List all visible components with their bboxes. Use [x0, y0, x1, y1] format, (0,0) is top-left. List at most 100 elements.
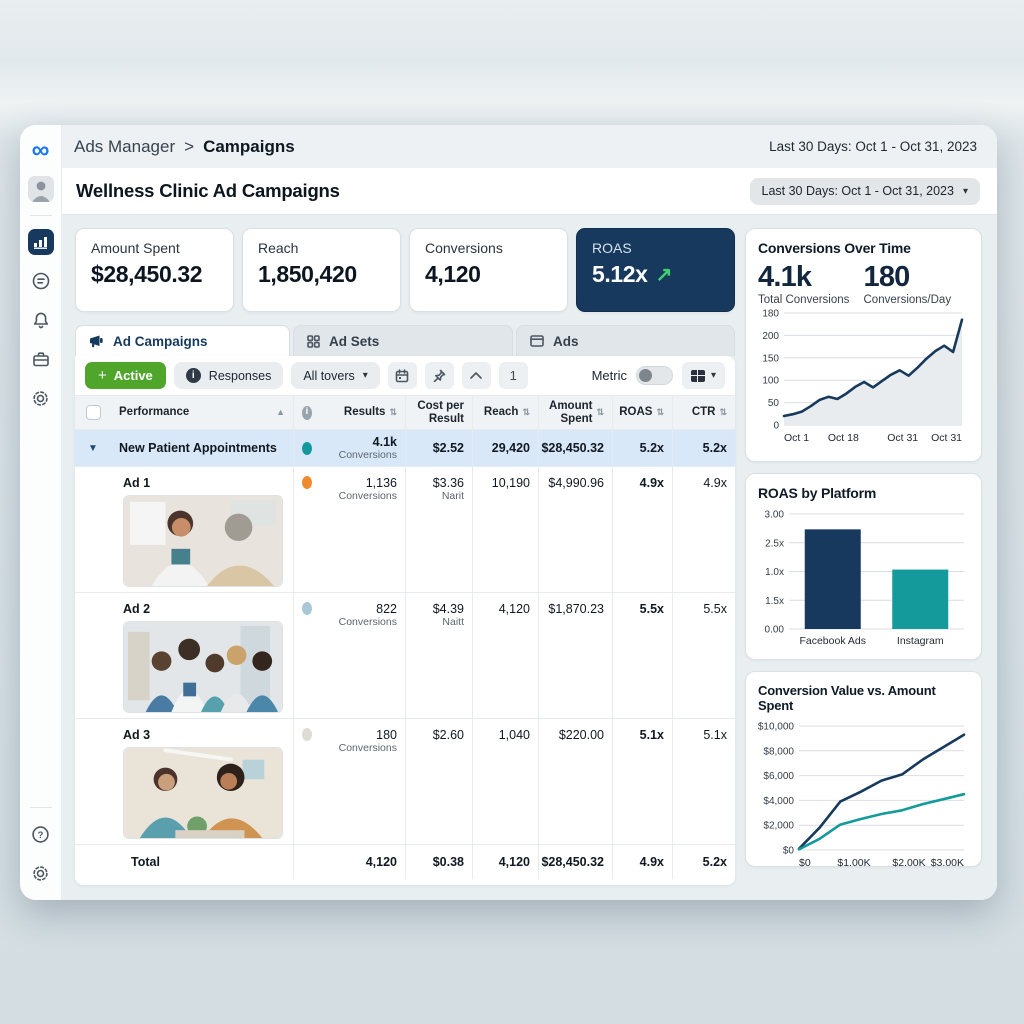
kpi-conversions[interactable]: Conversions 4,120 — [409, 228, 568, 312]
total-ctr: 5.2x — [672, 845, 735, 879]
svg-text:50: 50 — [768, 399, 780, 410]
select-all-checkbox[interactable] — [85, 405, 101, 420]
filter-one-button[interactable]: 1 — [498, 362, 528, 389]
content-area: Amount Spent $28,450.32 Reach 1,850,420 … — [62, 215, 997, 900]
kpi-row: Amount Spent $28,450.32 Reach 1,850,420 … — [75, 228, 735, 312]
sort-icon: ⇅ — [656, 406, 664, 417]
kpi-label: ROAS — [592, 240, 632, 256]
sidebar-item-settings[interactable] — [28, 385, 54, 411]
column-performance[interactable]: Performance ▲ — [111, 396, 293, 429]
page-title: Wellness Clinic Ad Campaigns — [76, 180, 340, 201]
ad-results-sub: Conversions — [338, 616, 397, 629]
svg-text:$4,000: $4,000 — [763, 796, 794, 807]
ad-row[interactable]: Ad 2 — [75, 593, 735, 719]
campaign-name[interactable]: New Patient Appointments — [119, 441, 277, 455]
column-cost-per-result[interactable]: Cost per Result — [405, 396, 472, 429]
sidebar-item-preferences[interactable] — [28, 860, 54, 886]
ad-cost-sub: Naitt — [442, 616, 464, 629]
ad-thumbnail-photo — [124, 496, 282, 586]
sidebar-item-business-tools[interactable] — [28, 346, 54, 372]
sidebar-divider — [29, 215, 52, 216]
column-amount-spent[interactable]: Amount Spent ⇅ — [538, 396, 612, 429]
svg-text:$10,000: $10,000 — [758, 722, 794, 733]
campaign-row[interactable]: ▼ New Patient Appointments 4.1k Conversi… — [75, 430, 735, 467]
metric-toggle[interactable] — [635, 366, 673, 385]
sidebar-item-help[interactable]: ? — [28, 821, 54, 847]
pin-button[interactable] — [424, 362, 454, 389]
ad-results: 180 — [376, 728, 397, 742]
svg-text:$8,000: $8,000 — [763, 746, 794, 757]
responses-filter-button[interactable]: i Responses — [173, 362, 284, 389]
status-dot — [302, 728, 312, 741]
calendar-button[interactable] — [387, 362, 417, 389]
avatar[interactable] — [27, 176, 54, 202]
ad-row[interactable]: Ad 1 — [75, 467, 735, 593]
column-label: Amount Spent — [549, 399, 593, 425]
svg-text:100: 100 — [762, 376, 779, 387]
svg-text:Instagram: Instagram — [897, 635, 944, 647]
kpi-amount-spent[interactable]: Amount Spent $28,450.32 — [75, 228, 234, 312]
campaign-results: 4.1k — [372, 434, 397, 449]
top-bar: Ads Manager > Campaigns Last 30 Days: Oc… — [62, 125, 997, 168]
ad-name[interactable]: Ad 1 — [123, 476, 151, 490]
date-range-selector[interactable]: Last 30 Days: Oct 1 - Oct 31, 2023 ▾ — [749, 177, 980, 205]
sidebar-item-notifications[interactable] — [28, 307, 54, 333]
column-ctr[interactable]: CTR ⇅ — [672, 396, 735, 429]
total-results: 4,120 — [365, 855, 397, 869]
collapse-button[interactable] — [461, 362, 491, 389]
card-title: ROAS by Platform — [758, 485, 877, 501]
info-icon: i — [185, 368, 201, 383]
ad-name[interactable]: Ad 2 — [123, 602, 151, 616]
total-reach: 4,120 — [472, 845, 538, 879]
plus-icon: + — [98, 367, 107, 384]
active-filter-button[interactable]: + Active — [85, 362, 166, 389]
tab-ad-campaigns[interactable]: Ad Campaigns — [75, 325, 290, 356]
ad-card-icon — [530, 335, 544, 347]
sort-asc-icon: ▲ — [276, 406, 285, 417]
kpi-label: Amount Spent — [91, 240, 180, 256]
column-roas[interactable]: ROAS ⇅ — [612, 396, 672, 429]
expand-caret-icon[interactable]: ▼ — [88, 442, 98, 454]
ad-reach: 10,190 — [472, 467, 538, 592]
grid-icon — [307, 334, 320, 348]
total-conversions-label: Total Conversions — [758, 294, 850, 307]
briefcase-icon — [32, 351, 49, 366]
ad-thumbnail[interactable] — [123, 747, 283, 839]
filter-toolbar: + Active i Responses All tovers ▾ — [75, 356, 735, 396]
avatar-image — [27, 176, 54, 202]
sort-icon: ⇅ — [596, 406, 604, 417]
ad-name[interactable]: Ad 3 — [123, 728, 151, 742]
help-icon: ? — [32, 825, 49, 843]
breadcrumb-separator: > — [184, 136, 195, 156]
svg-text:180: 180 — [762, 309, 779, 320]
date-range-label: Last 30 Days: Oct 1 - Oct 31, 2023 — [761, 184, 954, 198]
svg-text:1.0x: 1.0x — [765, 567, 784, 578]
tab-ads[interactable]: Ads — [516, 325, 735, 356]
svg-text:?: ? — [38, 830, 44, 841]
pin-icon — [433, 369, 446, 382]
columns-view-button[interactable]: ▾ — [681, 362, 725, 389]
level-tabs: Ad Campaigns Ad Sets — [75, 325, 735, 356]
svg-text:Oct 18: Oct 18 — [828, 432, 859, 444]
ad-row[interactable]: Ad 3 — [75, 719, 735, 845]
svg-text:Oct 31: Oct 31 — [887, 432, 918, 444]
sidebar-item-campaigns[interactable] — [27, 229, 54, 255]
meta-logo-icon[interactable]: ∞ — [31, 135, 50, 164]
kpi-roas[interactable]: ROAS 5.12x ↗ — [576, 228, 735, 312]
column-results[interactable]: Results ⇅ — [320, 396, 405, 429]
kpi-reach[interactable]: Reach 1,850,420 — [242, 228, 401, 312]
column-reach[interactable]: Reach ⇅ — [472, 396, 538, 429]
tab-ad-sets[interactable]: Ad Sets — [293, 325, 513, 356]
campaign-reach: 29,420 — [472, 430, 538, 466]
breadcrumb-current[interactable]: Campaigns — [203, 136, 295, 156]
tab-label: Ads — [553, 333, 579, 349]
sidebar-item-accounts[interactable] — [28, 268, 54, 294]
ad-thumbnail[interactable] — [123, 495, 283, 587]
ad-thumbnail[interactable] — [123, 621, 283, 713]
svg-text:$0: $0 — [799, 857, 811, 869]
campaign-roas: 5.2x — [612, 430, 672, 466]
breadcrumb-root[interactable]: Ads Manager — [74, 136, 176, 156]
delivery-filter-dropdown[interactable]: All tovers ▾ — [291, 362, 380, 389]
roas-by-platform-card: ROAS by Platform 3.00 2.5x 1.0x 1.5x 0.00 Fac… — [745, 473, 982, 660]
active-filter-label: Active — [113, 368, 153, 383]
